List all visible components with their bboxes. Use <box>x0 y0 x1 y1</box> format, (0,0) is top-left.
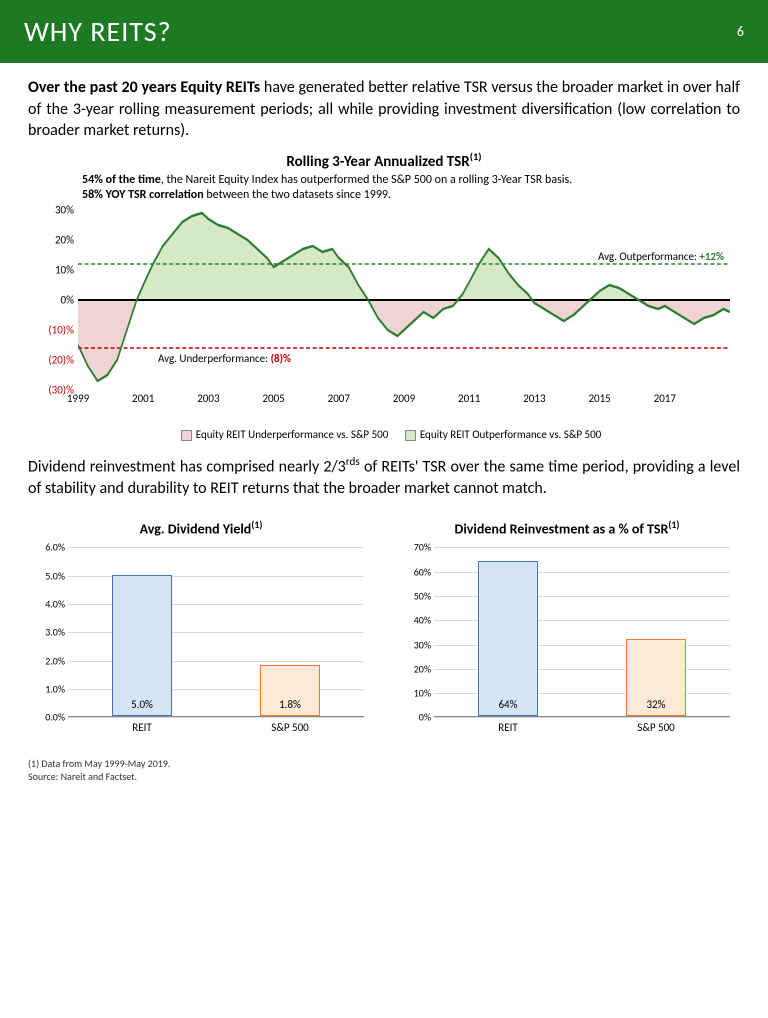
content: Over the past 20 years Equity REITs have… <box>0 63 768 793</box>
intro-bold: Over the past 20 years Equity REITs <box>28 78 260 97</box>
page-number: 6 <box>737 23 744 40</box>
footnotes: (1) Data from May 1999-May 2019. Source:… <box>28 757 740 783</box>
barcharts-row: Avg. Dividend Yield(1) 0.0%1.0%2.0%3.0%4… <box>28 509 740 737</box>
bar2-plot: 0%10%20%30%40%50%60%70% 64%32%REITS&P 50… <box>394 547 740 737</box>
bar1-yaxis: 0.0%1.0%2.0%3.0%4.0%5.0%6.0% <box>28 547 68 717</box>
rolling-tsr-chart: 30%20%10%0%(10)%(20)%(30)% Avg. Outperfo… <box>28 210 740 410</box>
bar1-plot: 0.0%1.0%2.0%3.0%4.0%5.0%6.0% 5.0%1.8%REI… <box>28 547 374 737</box>
legend-swatch-out <box>405 430 416 441</box>
legend-swatch-under <box>181 430 192 441</box>
avg-dividend-yield-chart: Avg. Dividend Yield(1) 0.0%1.0%2.0%3.0%4… <box>28 509 374 737</box>
linechart-subtitle: 54% of the time, the Nareit Equity Index… <box>82 173 740 204</box>
linechart-yaxis: 30%20%10%0%(10)%(20)%(30)% <box>28 210 78 390</box>
linechart-plot: Avg. Outperformance: +12%Avg. Underperfo… <box>78 210 730 390</box>
dividend-reinvestment-chart: Dividend Reinvestment as a % of TSR(1) 0… <box>394 509 740 737</box>
bar2-title: Dividend Reinvestment as a % of TSR(1) <box>394 509 740 547</box>
linechart-title: Rolling 3-Year Annualized TSR(1) <box>28 150 740 171</box>
page-header: WHY REITS? 6 <box>0 0 768 63</box>
linechart-legend: Equity REIT Underperformance vs. S&P 500… <box>28 428 740 441</box>
bar2-yaxis: 0%10%20%30%40%50%60%70% <box>394 547 434 717</box>
bar2-area: 64%32%REITS&P 500 <box>434 547 730 717</box>
linechart-xaxis: 1999200120032005200720092011201320152017 <box>78 392 730 408</box>
intro-paragraph: Over the past 20 years Equity REITs have… <box>28 77 740 142</box>
para2: Dividend reinvestment has comprised near… <box>28 455 740 500</box>
page-title: WHY REITS? <box>24 14 172 49</box>
bar1-title: Avg. Dividend Yield(1) <box>28 509 374 547</box>
bar1-area: 5.0%1.8%REITS&P 500 <box>68 547 364 717</box>
